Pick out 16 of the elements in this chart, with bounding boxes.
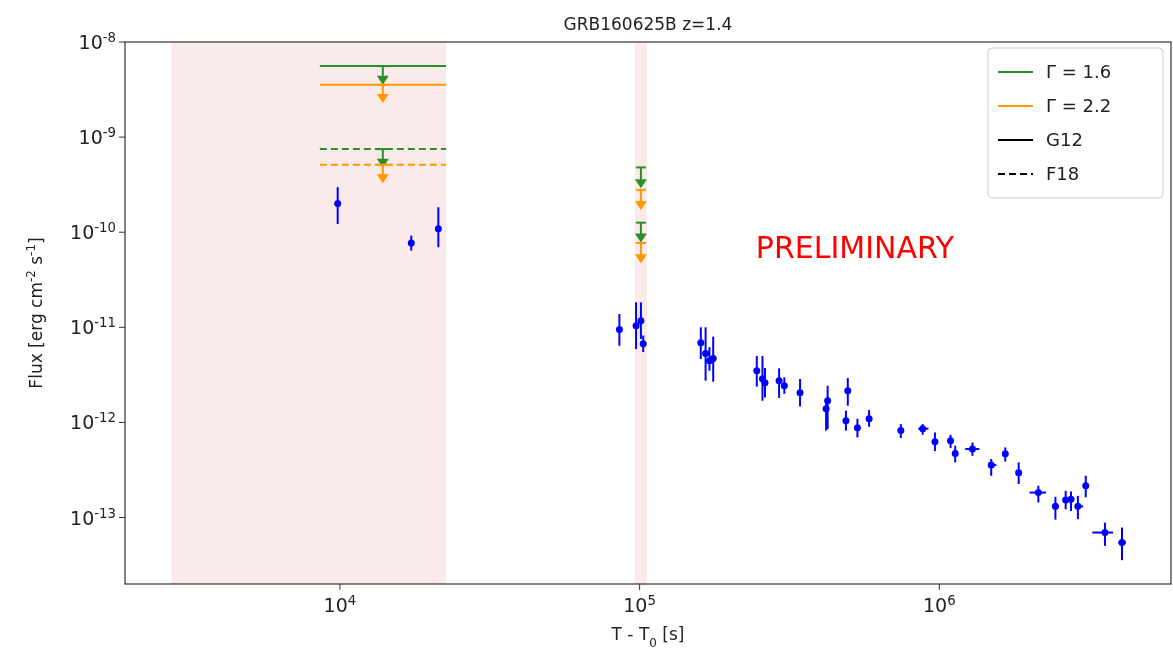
legend-label: Γ = 1.6 [1046,61,1112,82]
legend-label: Γ = 2.2 [1046,95,1112,116]
y-tick-label: 10$^{-10}$ [70,219,116,244]
legend-label: G12 [1046,129,1083,150]
chart-title: GRB160625B z=1.4 [563,14,733,34]
y-tick-label: 10$^{-13}$ [70,505,116,529]
y-tick-label: 10$^{-8}$ [78,29,116,53]
x-tick-label: 10$^{4}$ [323,592,357,616]
legend-label: F18 [1046,163,1080,184]
annotation: PRELIMINARY [755,230,955,265]
y-tick-label: 10$^{-9}$ [78,124,116,149]
x-tick-label: 10$^{5}$ [623,592,656,616]
y-tick-label: 10$^{-11}$ [70,314,116,339]
y-tick-label: 10$^{-12}$ [70,409,116,434]
x-axis-title: T - T$_{0}$ [s] [610,624,685,649]
x-tick-label: 10$^{6}$ [922,592,956,616]
